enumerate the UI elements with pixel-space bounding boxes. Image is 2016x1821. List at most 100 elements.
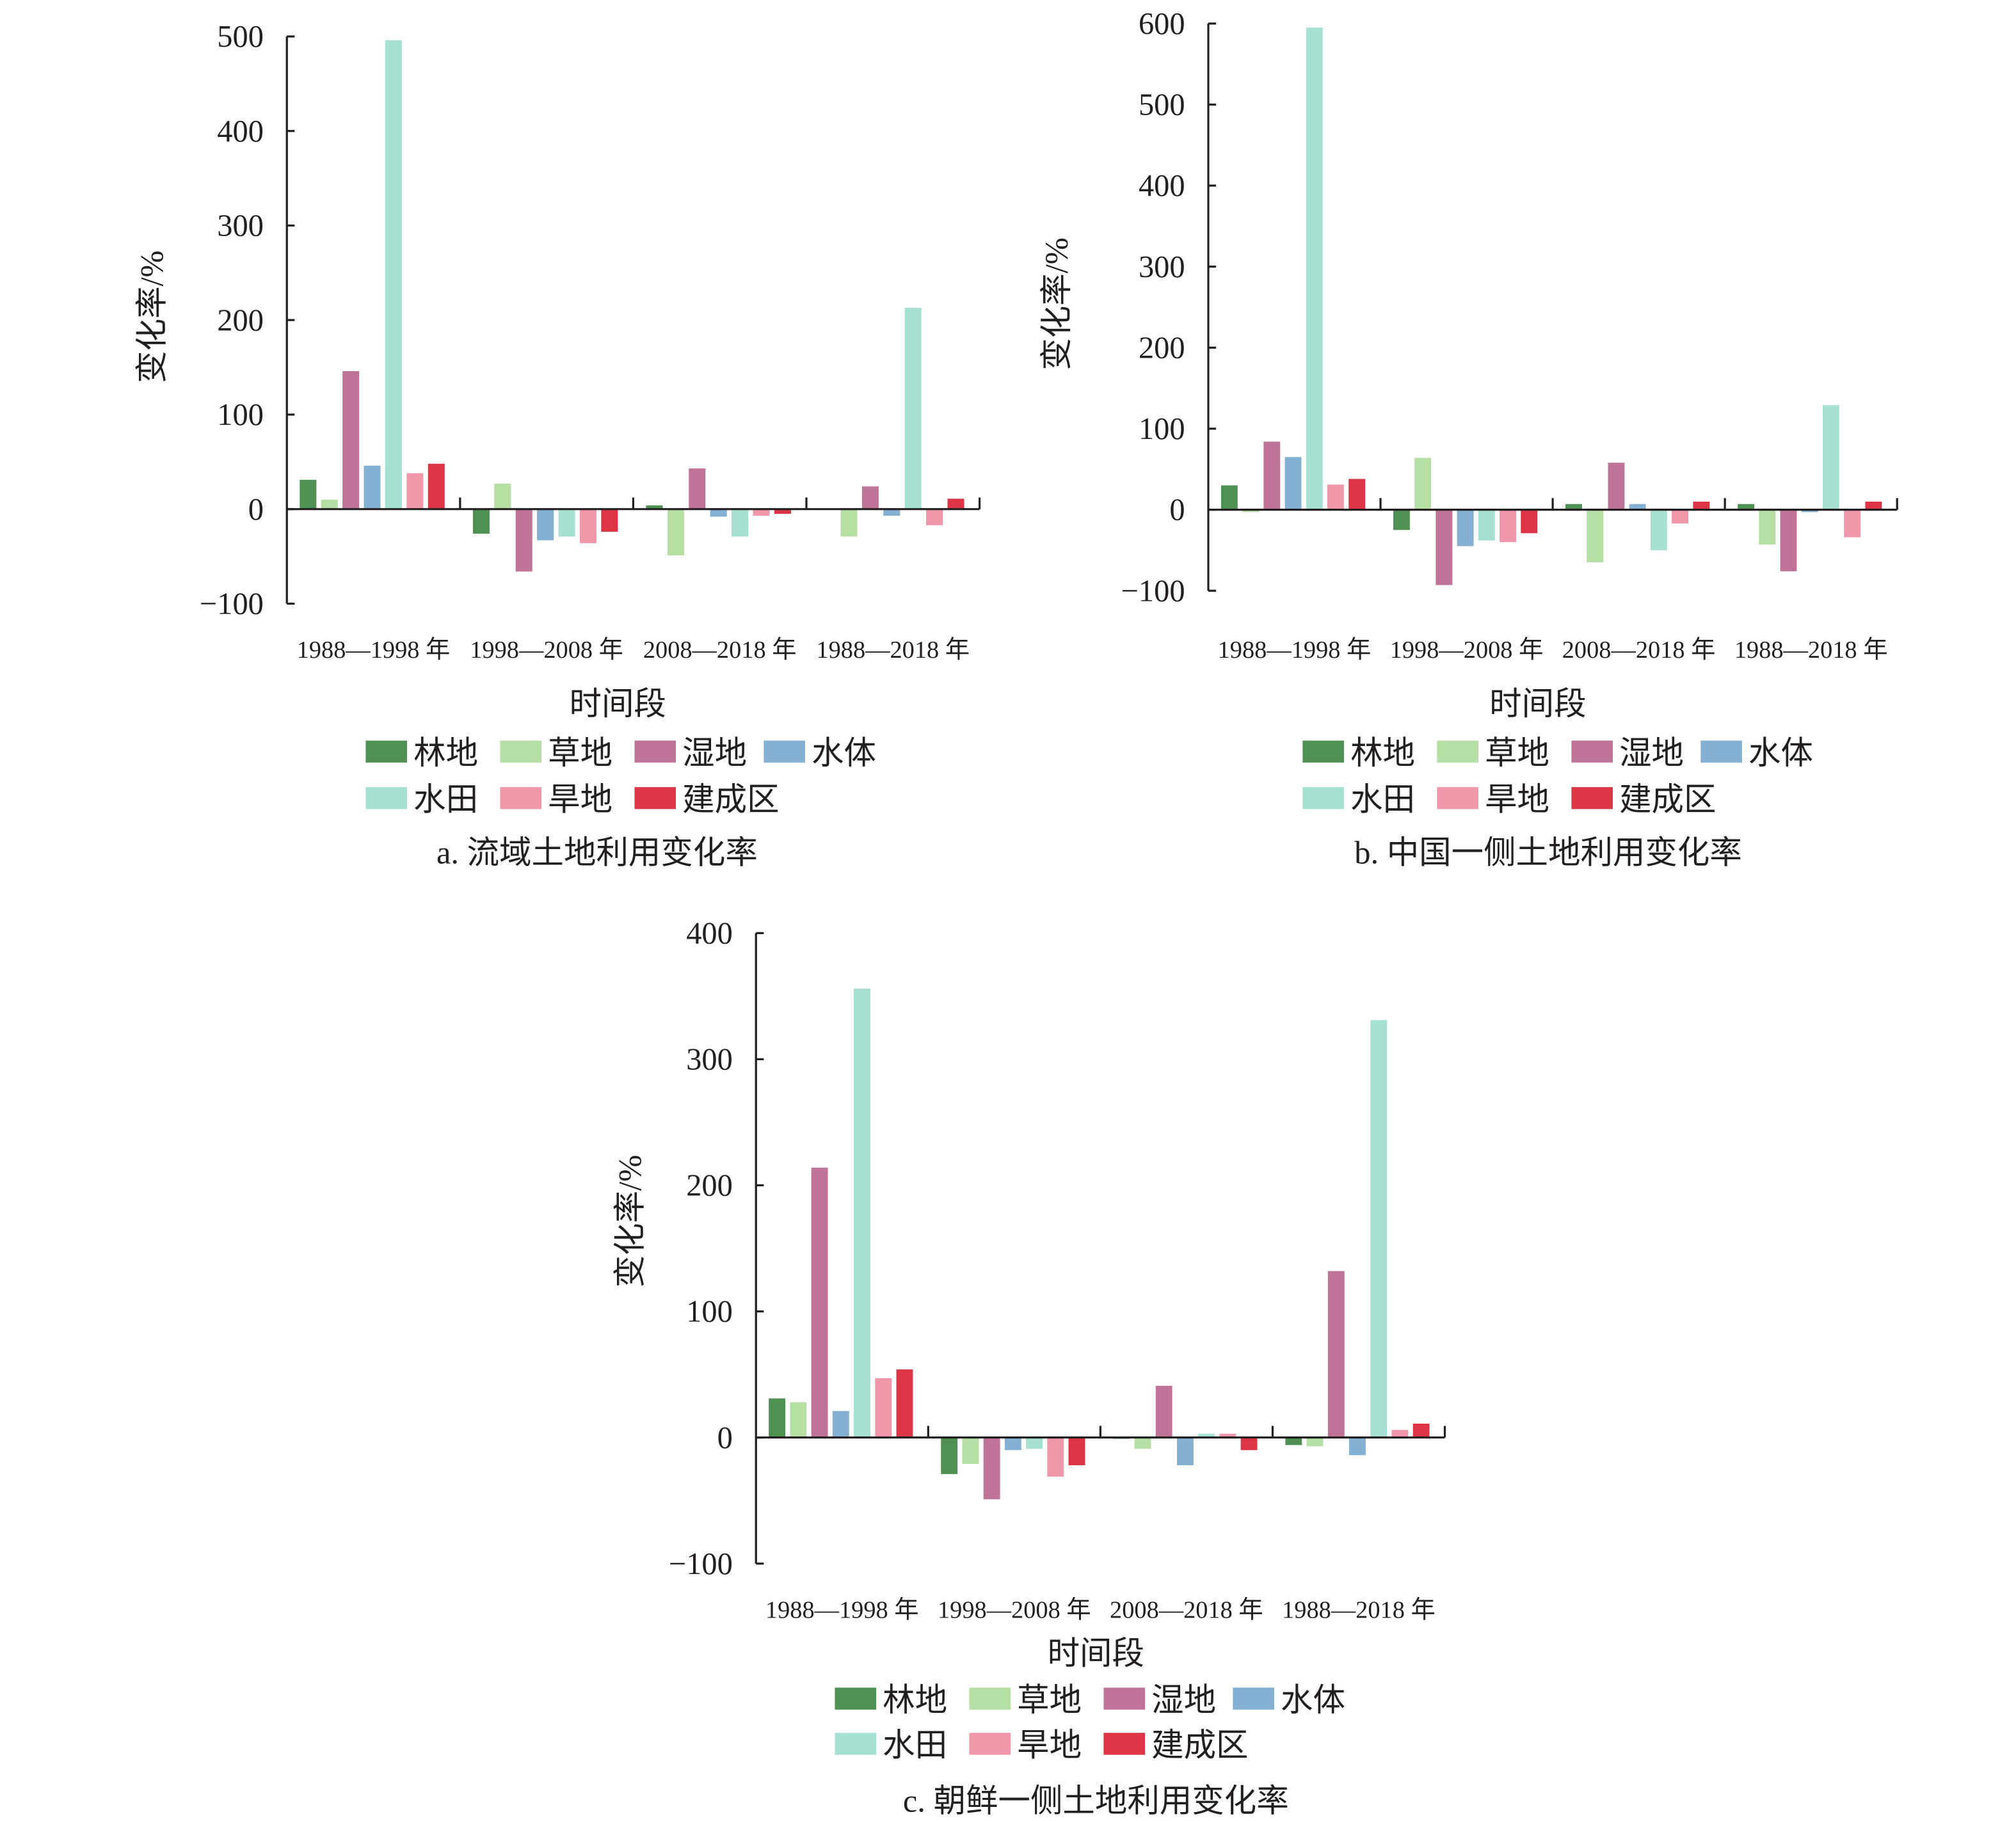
bar-5-1 xyxy=(385,40,402,509)
bar-5-3 xyxy=(1650,509,1667,550)
y-tick-label: 200 xyxy=(686,1169,733,1203)
bar-1-4 xyxy=(1738,504,1755,510)
x-tick-label: 1988—1998 年 xyxy=(297,636,451,664)
legend-swatch xyxy=(634,787,676,809)
y-tick-label: 0 xyxy=(1169,493,1185,527)
legend-label: 建成区 xyxy=(682,782,779,818)
legend-item-5: 水田 xyxy=(1302,782,1415,818)
bar-6-4 xyxy=(1844,509,1861,537)
legend-swatch xyxy=(1233,1687,1274,1710)
bar-4-3 xyxy=(1176,1437,1194,1466)
bar-3-2 xyxy=(1436,509,1453,585)
y-tick-label: 300 xyxy=(1139,250,1185,284)
legend-swatch xyxy=(1571,740,1613,763)
y-tick-label: 100 xyxy=(1139,412,1185,446)
legend-label: 湿地 xyxy=(682,735,747,771)
bar-2-3 xyxy=(667,509,684,556)
bar-1-3 xyxy=(1565,504,1582,510)
legend-swatch xyxy=(1571,787,1613,809)
bar-6-3 xyxy=(753,509,770,516)
bar-2-2 xyxy=(494,483,511,509)
bar-2-2 xyxy=(962,1437,979,1465)
legend-item-2: 草地 xyxy=(969,1682,1082,1718)
bar-4-2 xyxy=(537,509,554,541)
bar-3-2 xyxy=(515,509,532,572)
chart-a: −100 0 100 200 300 400 500 1988—1998 年 1998—2008… xyxy=(134,20,981,870)
bar-2-1 xyxy=(790,1402,807,1438)
bar-3-3 xyxy=(1608,463,1625,510)
bar-4-3 xyxy=(710,509,727,517)
x-axis-title: 时间段 xyxy=(569,686,666,722)
y-tick-label: 400 xyxy=(686,916,733,950)
y-tick-label: 400 xyxy=(1139,169,1185,203)
bar-7-4 xyxy=(1412,1423,1430,1438)
y-tick-label: −100 xyxy=(200,587,264,621)
bar-6-1 xyxy=(1327,484,1344,510)
bar-5-4 xyxy=(904,308,922,509)
bar-3-1 xyxy=(342,370,360,509)
legend-label: 林地 xyxy=(883,1682,947,1718)
y-tick-label: 300 xyxy=(217,209,264,243)
bar-6-4 xyxy=(1391,1429,1409,1438)
x-axis-title: 时间段 xyxy=(1048,1635,1144,1671)
legend-item-3: 湿地 xyxy=(1103,1682,1216,1718)
y-tick-label: 500 xyxy=(1139,88,1185,122)
bar-1-3 xyxy=(646,505,663,509)
bar-2-1 xyxy=(1242,509,1260,513)
x-tick-label: 1998—2008 年 xyxy=(1390,636,1544,664)
legend-label: 水体 xyxy=(1748,735,1813,771)
legend-swatch xyxy=(1302,740,1344,763)
bar-3-4 xyxy=(861,486,879,509)
x-tick-label: 1988—2018 年 xyxy=(816,636,970,664)
bar-5-2 xyxy=(1478,509,1495,541)
y-tick-label: 0 xyxy=(248,493,264,527)
y-axis-title: 变化率/% xyxy=(612,1155,648,1287)
legend-item-4: 水体 xyxy=(1233,1682,1345,1718)
bar-2-4 xyxy=(840,509,858,537)
bar-3-4 xyxy=(1327,1271,1345,1438)
bar-5-1 xyxy=(1306,28,1323,510)
bar-4-2 xyxy=(1004,1437,1021,1451)
bar-5-2 xyxy=(1026,1437,1043,1449)
legend-label: 水田 xyxy=(1350,782,1415,818)
bar-7-3 xyxy=(1693,501,1710,510)
legend-swatch xyxy=(1437,787,1478,809)
legend-swatch xyxy=(1103,1733,1146,1755)
bar-1-1 xyxy=(769,1398,786,1438)
legend-label: 林地 xyxy=(1350,735,1415,771)
legend-swatch xyxy=(969,1733,1011,1755)
legend-swatch xyxy=(500,740,542,763)
legend-label: 湿地 xyxy=(1619,735,1684,771)
legend-item-6: 旱地 xyxy=(969,1728,1082,1763)
bar-2-3 xyxy=(1587,509,1604,562)
legend-item-6: 旱地 xyxy=(1437,782,1549,818)
bar-1-2 xyxy=(1393,509,1410,530)
x-axis-title: 时间段 xyxy=(1489,686,1586,722)
y-axis-title: 变化率/% xyxy=(134,250,170,383)
bar-4-1 xyxy=(364,465,381,509)
legend-item-1: 林地 xyxy=(1302,735,1415,771)
bar-6-3 xyxy=(1672,509,1689,524)
x-tick-label: 2008—2018 年 xyxy=(1562,636,1716,664)
bar-3-3 xyxy=(1155,1385,1172,1438)
bar-5-3 xyxy=(732,509,749,537)
bar-6-1 xyxy=(406,473,424,509)
legend-item-4: 水体 xyxy=(764,735,876,771)
legend-label: 水体 xyxy=(1281,1682,1345,1718)
legend-item-1: 林地 xyxy=(835,1682,947,1718)
y-tick-label: 100 xyxy=(217,398,264,432)
legend-item-2: 草地 xyxy=(1437,735,1549,771)
legend-label: 旱地 xyxy=(1485,782,1549,818)
legend-item-3: 湿地 xyxy=(1571,735,1684,771)
bar-7-2 xyxy=(601,509,618,532)
bar-4-4 xyxy=(883,509,900,516)
bar-3-1 xyxy=(1263,441,1281,510)
bar-5-2 xyxy=(558,509,575,537)
x-tick-label: 1988—2018 年 xyxy=(1282,1596,1436,1624)
bar-7-3 xyxy=(774,509,791,514)
bar-2-3 xyxy=(1134,1437,1151,1449)
y-axis-title: 变化率/% xyxy=(1039,237,1075,370)
bar-7-2 xyxy=(1068,1437,1085,1466)
legend-item-3: 湿地 xyxy=(634,735,747,771)
x-tick-label: 1998—2008 年 xyxy=(938,1596,1091,1624)
